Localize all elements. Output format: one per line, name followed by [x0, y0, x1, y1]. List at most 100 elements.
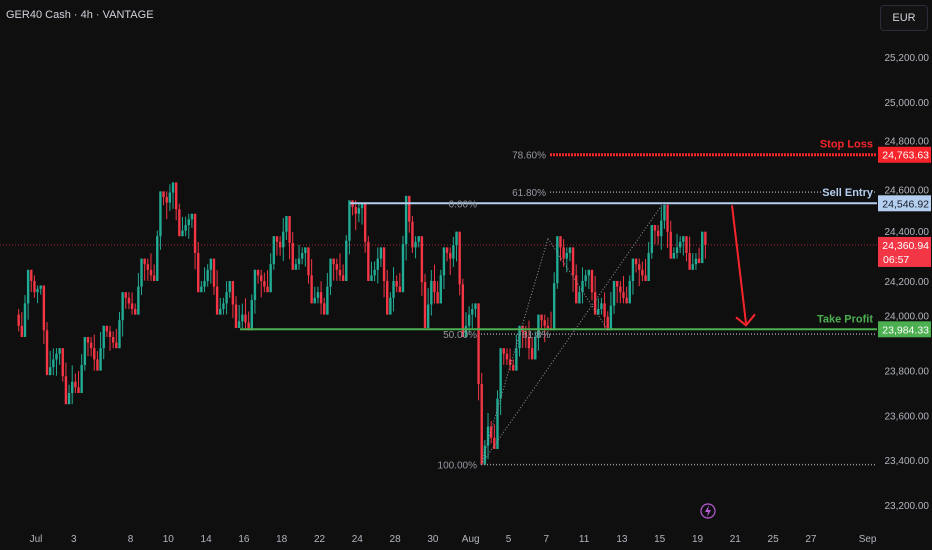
candle-body: [341, 275, 345, 281]
candle-body: [86, 337, 90, 343]
candle-body: [408, 195, 411, 222]
candle-body: [609, 305, 613, 331]
candle-body: [93, 348, 96, 360]
candle-body: [597, 309, 600, 315]
candle-body: [373, 269, 376, 276]
x-tick-label: 22: [314, 534, 326, 545]
candle-body: [184, 225, 187, 231]
candle-body: [197, 253, 200, 293]
x-tick-label: 24: [352, 534, 364, 545]
candle-body: [496, 398, 499, 449]
y-tick-label: 25,200.00: [885, 53, 930, 64]
candle-body: [537, 314, 540, 337]
candle-body: [269, 264, 272, 293]
candle-body: [568, 247, 572, 253]
candle-body: [178, 209, 181, 237]
x-tick-label: 15: [654, 534, 666, 545]
candle-body: [701, 231, 704, 264]
candle-body: [222, 303, 225, 309]
candle-body: [420, 236, 424, 283]
candle-body: [590, 269, 594, 293]
candle-body: [345, 240, 348, 281]
x-tick-label: 10: [163, 534, 175, 545]
candle-body: [401, 244, 405, 293]
candle-body: [489, 426, 493, 438]
candle-body: [354, 207, 357, 214]
candle-body: [288, 216, 291, 243]
candle-body: [266, 286, 269, 293]
candle-body: [505, 353, 509, 360]
candle-body: [619, 286, 622, 293]
candle-body: [143, 258, 146, 265]
candle-body: [294, 264, 298, 270]
candle-body: [386, 281, 389, 315]
fib-level-label: 0.00%: [449, 199, 477, 210]
candle-body: [39, 285, 42, 289]
candle-body: [360, 202, 364, 209]
candle-body: [414, 241, 417, 248]
candle-body: [691, 264, 694, 270]
candle-body: [338, 269, 342, 276]
candle-body: [650, 225, 654, 253]
candle-body: [449, 253, 452, 259]
candle-body: [48, 367, 52, 376]
fib-level-label: 100.00%: [438, 461, 478, 472]
x-tick-label: 14: [201, 534, 213, 545]
candle-body: [118, 320, 121, 349]
x-tick-label: 30: [427, 534, 439, 545]
lightning-bolt-icon: [700, 503, 716, 519]
candle-body: [162, 191, 165, 197]
take-profit-price: 23,984.33: [882, 324, 929, 336]
candle-body: [644, 275, 647, 281]
candle-body: [603, 303, 606, 317]
candle-body: [134, 309, 137, 315]
candle-body: [140, 258, 143, 287]
candle-body: [411, 221, 414, 248]
fib-inner-label: 61.8%: [522, 330, 550, 341]
fib-diagonal-line: [480, 203, 664, 465]
candle-body: [524, 331, 528, 337]
candle-body: [382, 247, 386, 281]
candle-body: [42, 285, 46, 331]
candle-body: [445, 247, 449, 253]
candle-body: [628, 281, 631, 304]
candle-body: [225, 292, 228, 304]
candle-body: [234, 304, 238, 329]
candle-body: [45, 330, 49, 376]
candle-body: [631, 258, 635, 281]
candle-body: [483, 445, 487, 465]
candle-body: [52, 359, 55, 368]
candle-body: [307, 247, 310, 276]
candle-body: [272, 236, 276, 265]
fib-diagonal-line: [480, 238, 549, 465]
candle-body: [357, 208, 361, 214]
candle-body: [89, 342, 93, 349]
currency-button[interactable]: EUR: [880, 5, 928, 31]
candle-body: [540, 314, 543, 321]
candle-body: [99, 348, 102, 371]
candle-body: [304, 247, 307, 253]
candle-body: [546, 325, 550, 329]
candle-body: [64, 376, 68, 405]
candle-body: [149, 269, 153, 276]
x-tick-label: 28: [390, 534, 402, 545]
candles: [17, 182, 707, 465]
candle-body: [461, 284, 465, 337]
candle-body: [376, 258, 379, 270]
candle-body: [474, 303, 477, 309]
candle-body: [467, 314, 471, 326]
price-axis: [877, 0, 932, 550]
candle-body: [237, 321, 241, 329]
candle-body: [297, 258, 301, 265]
candle-body: [653, 225, 657, 231]
candle-body: [146, 264, 150, 270]
candle-body: [137, 286, 140, 315]
candle-body: [71, 381, 74, 393]
x-tick-label: 18: [276, 534, 288, 545]
candle-body: [663, 204, 666, 221]
x-tick-label: 3: [71, 534, 77, 545]
candle-body: [502, 348, 505, 354]
x-tick-label: 19: [692, 534, 704, 545]
candle-body: [181, 230, 184, 237]
